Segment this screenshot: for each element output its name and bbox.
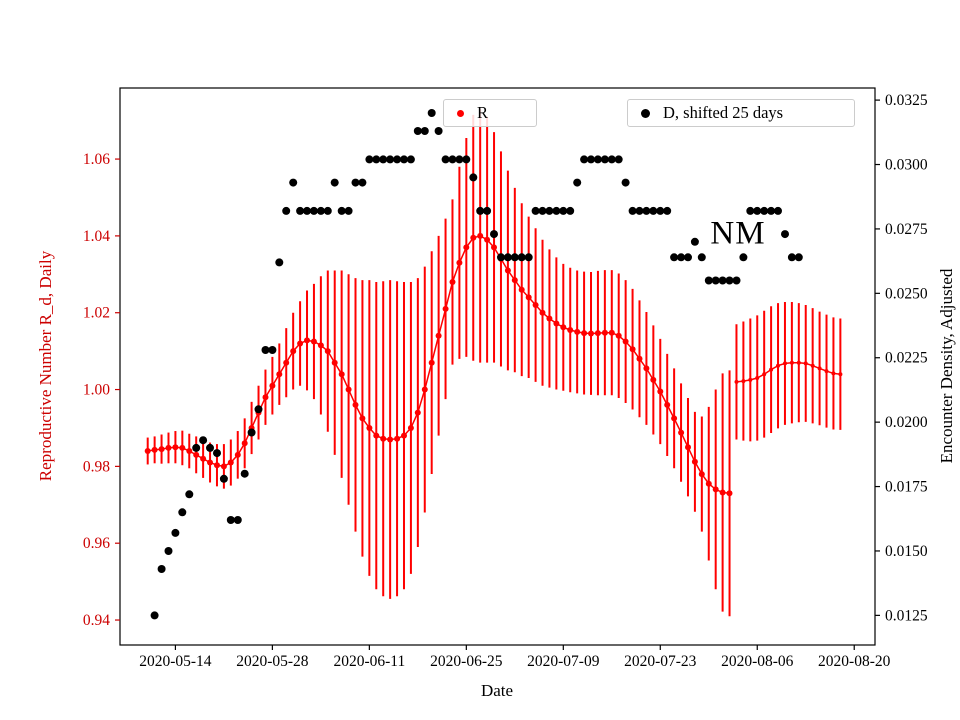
x-tick-label: 2020-06-25 bbox=[430, 653, 503, 670]
right-y-tick-label: 0.0150 bbox=[885, 543, 928, 560]
left-y-tick-label: 1.02 bbox=[83, 305, 110, 322]
legend-d-label: D, shifted 25 days bbox=[663, 103, 784, 122]
right-y-tick-label: 0.0225 bbox=[885, 350, 928, 367]
x-tick-label: 2020-07-09 bbox=[527, 653, 600, 670]
x-tick-label: 2020-08-06 bbox=[721, 653, 794, 670]
x-tick-label: 2020-06-11 bbox=[333, 653, 405, 670]
left-y-tick-label: 1.04 bbox=[83, 228, 110, 245]
left-y-tick-label: 0.96 bbox=[83, 535, 110, 552]
left-y-tick-label: 1.06 bbox=[83, 151, 110, 168]
r-main-markers bbox=[144, 232, 733, 497]
right-y-tick-label: 0.0200 bbox=[885, 414, 928, 431]
right-y-axis-title: Encounter Density, Adjusted bbox=[937, 268, 956, 464]
d-markers bbox=[150, 109, 803, 620]
legend-r: R bbox=[443, 99, 537, 127]
right-y-tick-label: 0.0175 bbox=[885, 479, 928, 496]
x-tick-label: 2020-07-23 bbox=[624, 653, 697, 670]
right-y-tick-label: 0.0250 bbox=[885, 285, 928, 302]
x-tick-label: 2020-05-14 bbox=[139, 653, 212, 670]
x-axis-title: Date bbox=[480, 681, 514, 700]
left-y-axis-title: Reproductive Number R_d, Daily bbox=[36, 250, 55, 482]
right-y-tick-label: 0.0300 bbox=[885, 157, 928, 174]
left-y-tick-label: 0.98 bbox=[83, 458, 110, 475]
x-tick-label: 2020-08-20 bbox=[818, 653, 891, 670]
right-y-tick-label: 0.0125 bbox=[885, 607, 928, 624]
region-annotation: NM bbox=[710, 215, 766, 252]
x-axis-ticks: 2020-05-14 2020-05-28 2020-06-11 2020-06-25… bbox=[139, 645, 891, 670]
r-tail-line bbox=[736, 361, 841, 383]
legend-d-marker-icon bbox=[641, 108, 650, 118]
plot-frame bbox=[119, 87, 876, 646]
legend-r-label: R bbox=[477, 103, 489, 122]
left-y-axis-ticks: 0.94 0.96 0.98 1.00 1.02 1.04 1.06 bbox=[83, 151, 120, 629]
right-y-tick-label: 0.0325 bbox=[885, 92, 928, 109]
legend-r-marker-icon bbox=[457, 109, 464, 117]
left-y-tick-label: 1.00 bbox=[83, 382, 110, 399]
right-y-tick-label: 0.0275 bbox=[885, 221, 928, 238]
x-tick-label: 2020-05-28 bbox=[236, 653, 309, 670]
left-y-tick-label: 0.94 bbox=[83, 612, 110, 629]
legend-d-shifted: D, shifted 25 days bbox=[627, 99, 855, 127]
right-y-axis-ticks: 0.0125 0.0150 0.0175 0.0200 0.0225 0.0250 0.02… bbox=[875, 92, 928, 624]
r-tail-markers bbox=[734, 360, 843, 384]
